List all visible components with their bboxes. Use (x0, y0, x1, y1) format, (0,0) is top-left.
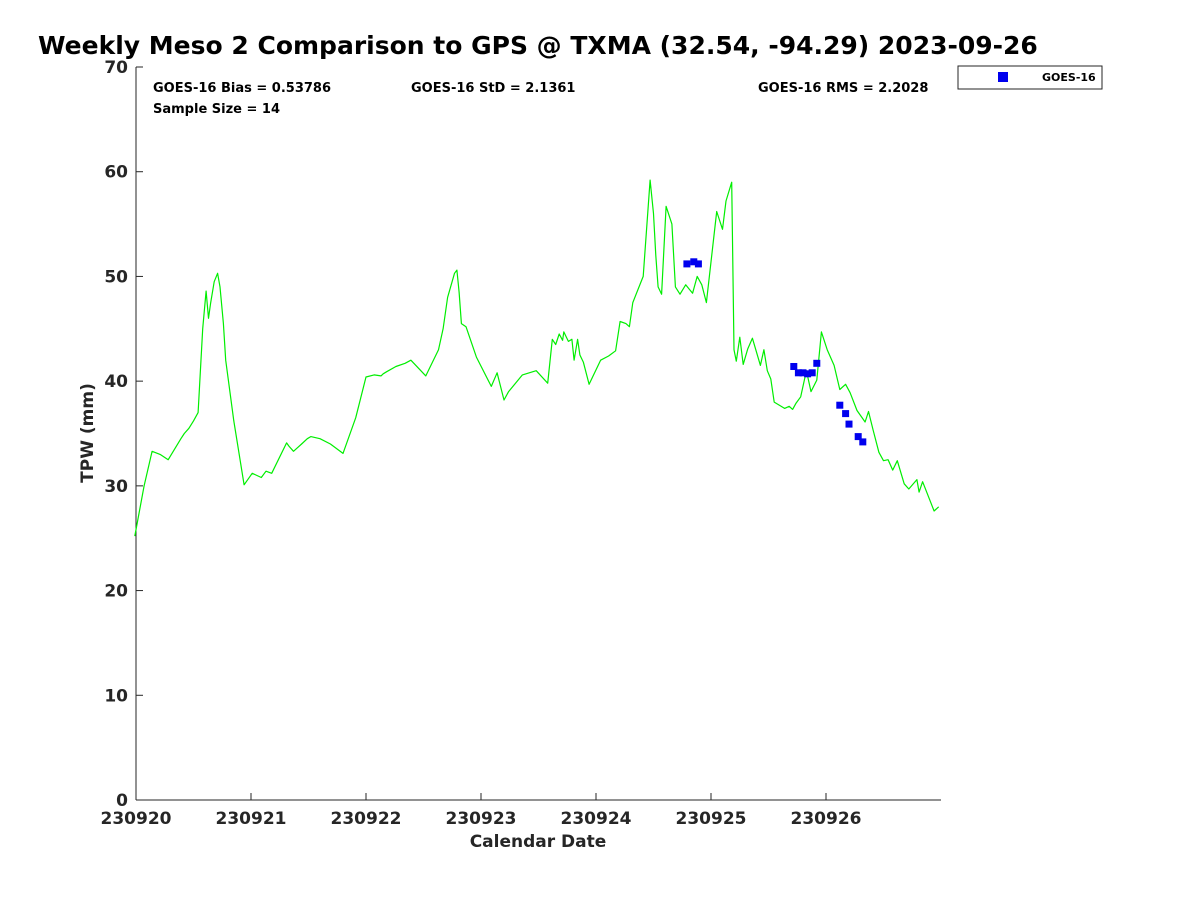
x-axis-label: Calendar Date (470, 832, 607, 852)
rms-stat: GOES-16 RMS = 2.2028 (758, 81, 928, 96)
y-tick-label: 60 (104, 163, 128, 183)
x-ticks: 230920 230921 230922 230923 230924 230925 2309… (101, 793, 862, 829)
chart-title: Weekly Meso 2 Comparison to GPS @ TXMA (… (38, 31, 1038, 60)
plot-area: 0 10 20 30 40 50 60 70 230920 230921 230922 230923… (101, 58, 941, 829)
goes16-point (804, 370, 812, 378)
goes16-point (845, 420, 853, 428)
legend-box (957, 65, 1103, 90)
x-tick-label: 230926 (791, 809, 862, 829)
goes16-point (690, 258, 698, 266)
x-tick-label: 230923 (446, 809, 517, 829)
plot-background (136, 67, 941, 800)
goes16-point (790, 363, 798, 370)
gps-tpw-line (134, 179, 940, 537)
goes16-point (813, 359, 821, 367)
x-tick-label: 230921 (216, 809, 287, 829)
legend-marker-goes16 (998, 72, 1008, 82)
y-tick-label: 10 (104, 686, 128, 706)
goes16-point (683, 260, 691, 268)
std-stat: GOES-16 StD = 2.1361 (411, 81, 575, 96)
goes16-point (808, 369, 816, 377)
goes16-point (836, 401, 844, 409)
y-tick-label: 70 (104, 58, 128, 78)
goes16-point (799, 369, 807, 377)
y-tick-label: 0 (116, 791, 128, 811)
legend: GOES-16 (957, 65, 1103, 90)
sample-size-stat: Sample Size = 14 (153, 102, 280, 117)
y-axis-label: TPW (mm) (78, 383, 98, 483)
y-ticks: 0 10 20 30 40 50 60 70 (104, 58, 143, 811)
y-tick-label: 20 (104, 582, 128, 602)
goes16-point (859, 438, 867, 446)
x-tick-label: 230924 (561, 809, 632, 829)
goes16-point (842, 410, 850, 418)
x-tick-label: 230920 (101, 809, 172, 829)
x-tick-label: 230922 (331, 809, 402, 829)
series-layer (134, 179, 940, 537)
goes16-points (683, 258, 867, 446)
bias-stat: GOES-16 Bias = 0.53786 (153, 81, 331, 96)
legend-label-goes16: GOES-16 (1042, 71, 1096, 84)
x-tick-label: 230925 (676, 809, 747, 829)
goes16-point (794, 369, 802, 377)
goes16-point (854, 433, 862, 441)
y-tick-label: 30 (104, 477, 128, 497)
goes16-point (694, 260, 702, 268)
y-tick-label: 50 (104, 267, 128, 287)
y-tick-label: 40 (104, 372, 128, 392)
